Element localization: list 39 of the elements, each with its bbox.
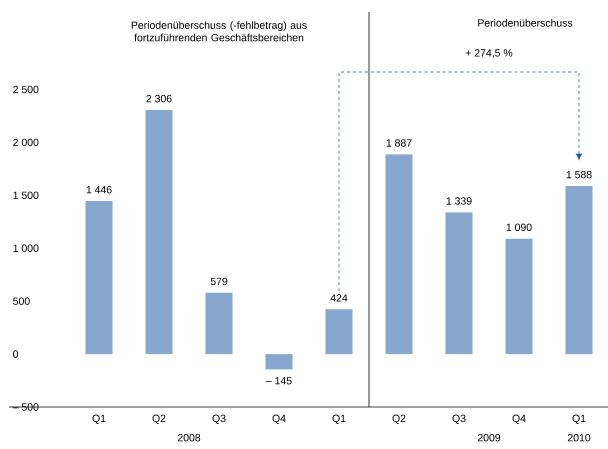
bar [86,201,113,354]
x-tick-label: Q4 [512,414,526,424]
bar [446,212,473,354]
bar [506,238,533,354]
text: + 274,5 % [466,49,512,58]
data-label: – 145 [266,377,292,384]
x-tick-label: Q4 [272,414,286,424]
data-label: 1 887 [386,139,412,147]
x-tick-label: Q1 [332,414,346,424]
y-tick-label: 1 000 [13,244,38,252]
x-tick-label: Q3 [212,414,226,424]
y-tick-label: 1 500 [13,192,38,200]
text: Periodenüberschuss [478,18,572,27]
bar [206,292,233,354]
data-label: 1 090 [506,224,532,232]
y-tick-label: 2 500 [13,86,38,94]
x-tick-label: Q1 [92,414,106,424]
y-tick-label: 2 000 [13,138,38,146]
data-label: 579 [210,278,228,286]
bar [266,354,293,370]
text: 2010 [568,434,590,442]
text: 2008 [178,434,200,442]
data-label: 2 306 [146,94,172,102]
text: 2009 [478,434,500,442]
data-label: 424 [330,294,348,302]
y-tick-label: 0 [13,350,18,358]
x-tick-label: Q1 [572,414,586,424]
bar [146,110,173,354]
data-label: 1 588 [566,170,592,178]
bar [386,154,413,354]
bar [566,186,593,354]
data-label: 1 339 [446,197,472,205]
x-tick-label: Q2 [392,414,406,424]
data-label: 1 446 [86,186,112,194]
x-tick-label: Q2 [152,414,166,424]
text: Periodenüberschuss (-fehlbetrag) aus fortzuführenden Geschäftsbereichen [132,21,307,42]
bar [326,309,353,354]
y-tick-label: 500 [13,297,30,305]
x-tick-label: Q3 [452,414,466,424]
